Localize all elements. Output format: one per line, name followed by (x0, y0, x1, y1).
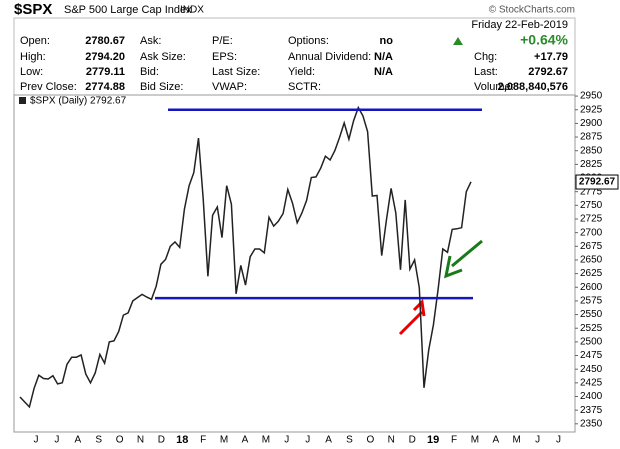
last-label: 2792.67 (579, 177, 616, 188)
copyright: © StockCharts.com (489, 5, 575, 16)
red-arrow (398, 298, 426, 336)
y-tick-label: 2525 (580, 323, 603, 334)
legend-swatch (19, 97, 26, 104)
y-tick-label: 2750 (580, 200, 603, 211)
x-tick-label: A (242, 435, 249, 446)
field-value: 2774.88 (85, 81, 125, 93)
field-label: Last: (474, 66, 498, 78)
exchange: INDX (180, 5, 204, 16)
x-tick-label: J (284, 435, 289, 446)
field-label: Ask Size: (140, 51, 186, 63)
y-tick-label: 2450 (580, 364, 603, 375)
field-label: VWAP: (212, 81, 247, 93)
field-label: Options: (288, 35, 329, 47)
y-tick-label: 2900 (580, 118, 603, 129)
y-tick-label: 2375 (580, 405, 603, 416)
field-value: +17.79 (534, 51, 568, 63)
y-tick-label: 2425 (580, 377, 603, 388)
y-tick-label: 2600 (580, 282, 603, 293)
plot-box (13, 94, 576, 433)
x-tick-label: J (305, 435, 310, 446)
y-tick-label: 2850 (580, 145, 603, 156)
y-tick-label: 2400 (580, 391, 603, 402)
field-label: Open: (20, 35, 50, 47)
y-tick-label: 2650 (580, 255, 603, 266)
field-label: Yield: (288, 66, 315, 78)
x-tick-label: S (346, 435, 353, 446)
y-tick-label: 2675 (580, 241, 603, 252)
x-tick-label: D (158, 435, 165, 446)
up-icon (453, 37, 463, 45)
field-label: High: (20, 51, 46, 63)
field-value: N/A (374, 66, 393, 78)
field-value: 2792.67 (528, 66, 568, 78)
field-value: 2,088,840,576 (498, 81, 568, 93)
field-label: Last Size: (212, 66, 260, 78)
field-label: Ask: (140, 35, 161, 47)
date: Friday 22-Feb-2019 (471, 19, 568, 31)
x-tick-label: M (471, 435, 479, 446)
x-tick-label: J (556, 435, 561, 446)
x-tick-label: J (34, 435, 39, 446)
last-box (575, 174, 619, 190)
y-tick-label: 2575 (580, 296, 603, 307)
green-arrow (443, 239, 483, 279)
x-tick-label: A (74, 435, 81, 446)
field-label: Bid Size: (140, 81, 183, 93)
x-tick-label: J (535, 435, 540, 446)
x-tick-label: F (200, 435, 206, 446)
symbol: $SPX (14, 1, 52, 18)
x-tick-label: O (367, 435, 375, 446)
field-label: Annual Dividend: (288, 51, 371, 63)
field-value: 2779.11 (86, 66, 125, 78)
x-tick-label: S (95, 435, 102, 446)
name: S&P 500 Large Cap Index (64, 4, 192, 16)
field-label: EPS: (212, 51, 237, 63)
y-tick-label: 2500 (580, 337, 603, 348)
x-tick-label: N (137, 435, 144, 446)
change-pct: +0.64% (520, 32, 568, 48)
y-tick-label: 2925 (580, 104, 603, 115)
field-label: Volume: (474, 81, 514, 93)
y-tick-label: 2775 (580, 186, 603, 197)
y-tick-label: 2875 (580, 132, 603, 143)
x-tick-label: A (492, 435, 499, 446)
field-label: Low: (20, 66, 43, 78)
field-value: 2780.67 (85, 35, 125, 47)
field-label: Prev Close: (20, 81, 77, 93)
y-tick-label: 2550 (580, 309, 603, 320)
x-tick-label: 18 (176, 434, 188, 446)
y-tick-label: 2825 (580, 159, 603, 170)
y-tick-label: 2350 (580, 418, 603, 429)
y-tick-label: 2725 (580, 214, 603, 225)
y-tick-label: 2700 (580, 227, 603, 238)
field-label: Chg: (474, 51, 497, 63)
x-tick-label: M (513, 435, 521, 446)
y-tick-label: 2950 (580, 91, 603, 102)
field-label: P/E: (212, 35, 233, 47)
y-tick-label: 2625 (580, 268, 603, 279)
field-label: Bid: (140, 66, 159, 78)
field-value: N/A (374, 51, 393, 63)
x-tick-label: J (54, 435, 59, 446)
x-tick-label: M (220, 435, 228, 446)
field-value: 2794.20 (85, 51, 125, 63)
x-tick-label: D (409, 435, 416, 446)
x-tick-label: A (325, 435, 332, 446)
legend: $SPX (Daily) 2792.67 (30, 96, 127, 107)
field-label: SCTR: (288, 81, 321, 93)
x-tick-label: O (116, 435, 124, 446)
x-tick-label: F (451, 435, 457, 446)
x-tick-label: N (388, 435, 395, 446)
x-tick-label: M (262, 435, 270, 446)
y-tick-label: 2475 (580, 350, 603, 361)
field-value: no (380, 35, 394, 47)
price-line (19, 105, 472, 409)
x-tick-label: 19 (427, 434, 439, 446)
